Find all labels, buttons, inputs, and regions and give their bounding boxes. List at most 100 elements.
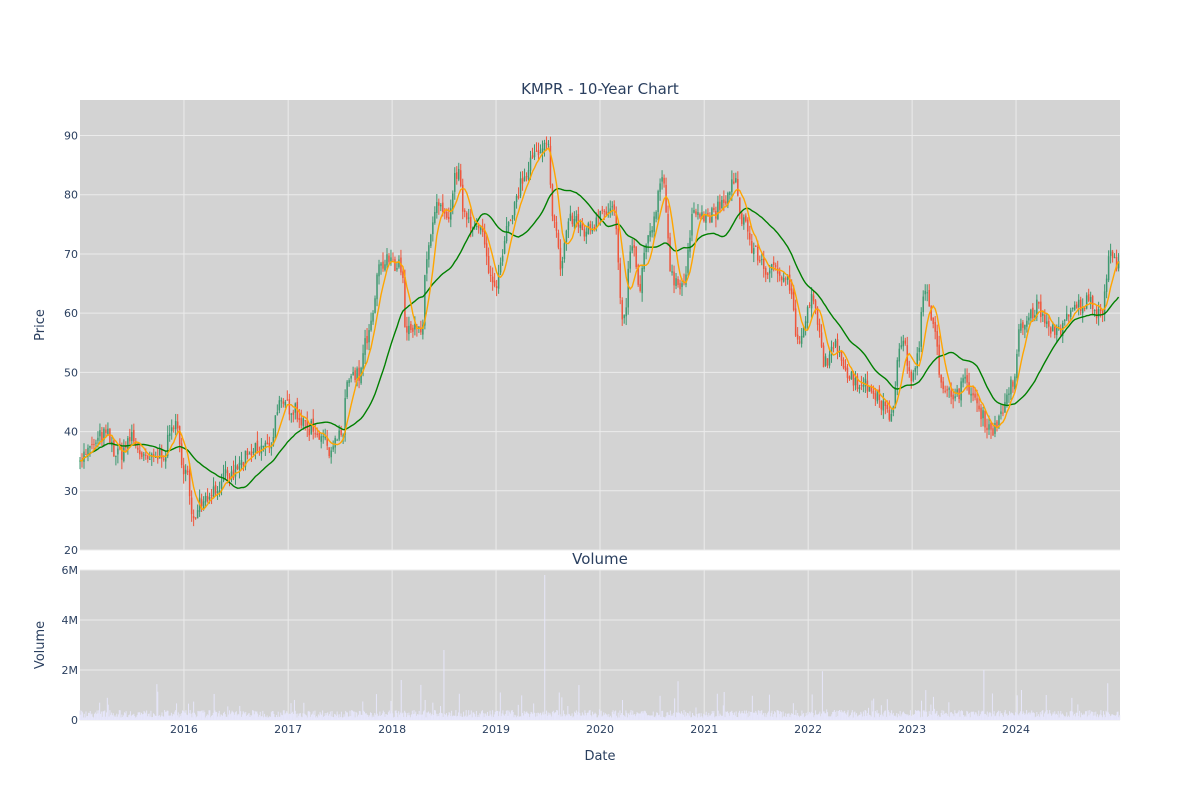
volume-bar: [685, 711, 687, 720]
volume-bar: [790, 714, 792, 720]
candle-body: [105, 429, 107, 434]
candle-body: [324, 436, 326, 439]
volume-bar: [1076, 712, 1078, 720]
volume-bar: [787, 713, 789, 720]
volume-bar: [1084, 714, 1086, 720]
volume-bar: [393, 717, 395, 720]
volume-bar: [166, 710, 168, 720]
volume-bar: [457, 715, 459, 720]
volume-bar: [336, 711, 338, 720]
volume-bar: [207, 715, 209, 720]
candle-body: [519, 178, 522, 196]
volume-bar: [330, 716, 332, 720]
candle-body: [264, 442, 267, 448]
volume-bar: [726, 712, 728, 720]
candle-body: [607, 211, 610, 214]
candle-body: [95, 442, 97, 444]
volume-bar: [394, 710, 396, 720]
volume-bar: [725, 711, 727, 720]
volume-bar: [460, 713, 462, 720]
volume-bar: [117, 716, 119, 720]
volume-bar: [734, 715, 736, 720]
candle-body: [1022, 322, 1024, 328]
volume-bar: [375, 714, 377, 720]
volume-bar: [526, 711, 528, 720]
volume-bar: [530, 711, 532, 720]
volume-bar: [651, 715, 653, 720]
candle-body: [585, 231, 588, 237]
volume-bar: [265, 717, 267, 720]
volume-bar: [119, 710, 121, 720]
volume-bar: [740, 712, 742, 720]
volume-bar: [160, 715, 162, 720]
volume-bar: [134, 715, 136, 720]
volume-bar: [471, 717, 473, 720]
volume-bar: [514, 714, 516, 720]
candle-body: [368, 330, 370, 343]
volume-bar: [412, 714, 414, 720]
volume-bar: [576, 714, 578, 720]
volume-bar: [1096, 716, 1098, 720]
volume-bar: [369, 712, 371, 720]
volume-bar: [476, 717, 478, 720]
volume-bar: [580, 715, 582, 720]
volume-bar: [221, 714, 223, 720]
volume-bar: [510, 710, 512, 720]
candle-body: [149, 458, 151, 460]
volume-bar: [1082, 715, 1084, 720]
volume-bar: [753, 712, 755, 720]
volume-bar: [403, 716, 405, 720]
candle-body: [507, 221, 510, 227]
volume-bar: [621, 700, 623, 720]
candle-body: [1117, 261, 1120, 269]
volume-bar: [932, 710, 934, 720]
volume-bar: [355, 711, 357, 720]
volume-bar: [1091, 711, 1093, 720]
candle-body: [984, 411, 986, 428]
volume-bar: [834, 711, 836, 720]
candle-body: [1111, 251, 1114, 258]
volume-bar: [323, 715, 325, 720]
candle-body: [194, 517, 197, 519]
volume-bar: [94, 712, 96, 720]
volume-bar: [1091, 711, 1093, 720]
volume-bar: [866, 715, 868, 720]
volume-bar: [137, 712, 139, 720]
volume-bar: [729, 712, 731, 720]
volume-bar: [824, 713, 826, 720]
candle-body: [547, 144, 550, 146]
volume-bar: [711, 711, 713, 720]
volume-bar: [554, 712, 556, 720]
candle-body: [625, 307, 627, 317]
volume-bar: [133, 713, 135, 720]
volume-bar: [334, 714, 336, 720]
candle-body: [398, 259, 400, 268]
volume-bar: [503, 714, 505, 720]
volume-bar: [1040, 714, 1042, 720]
volume-bar: [821, 713, 823, 720]
volume-bar: [159, 717, 161, 720]
volume-bar: [80, 714, 82, 720]
candle-body: [318, 432, 320, 440]
volume-bar: [1105, 710, 1107, 720]
volume-bar: [794, 714, 796, 720]
volume-bar: [383, 712, 385, 720]
candle-body: [565, 230, 568, 242]
volume-bar: [109, 710, 111, 720]
candle-body: [446, 211, 448, 218]
volume-bar: [751, 695, 753, 720]
volume-bar: [246, 715, 248, 720]
volume-bar: [290, 703, 292, 720]
candle-body: [366, 335, 368, 344]
candle-body: [563, 243, 566, 260]
volume-bar: [983, 670, 985, 720]
volume-bar: [1115, 714, 1117, 720]
volume-bar: [87, 715, 89, 720]
volume-bar: [714, 717, 716, 720]
volume-bar: [381, 715, 383, 720]
volume-bar: [153, 714, 155, 720]
candle-body: [1107, 256, 1110, 281]
volume-bar: [155, 715, 157, 720]
volume-bar: [178, 717, 180, 720]
candle-body: [699, 213, 701, 218]
